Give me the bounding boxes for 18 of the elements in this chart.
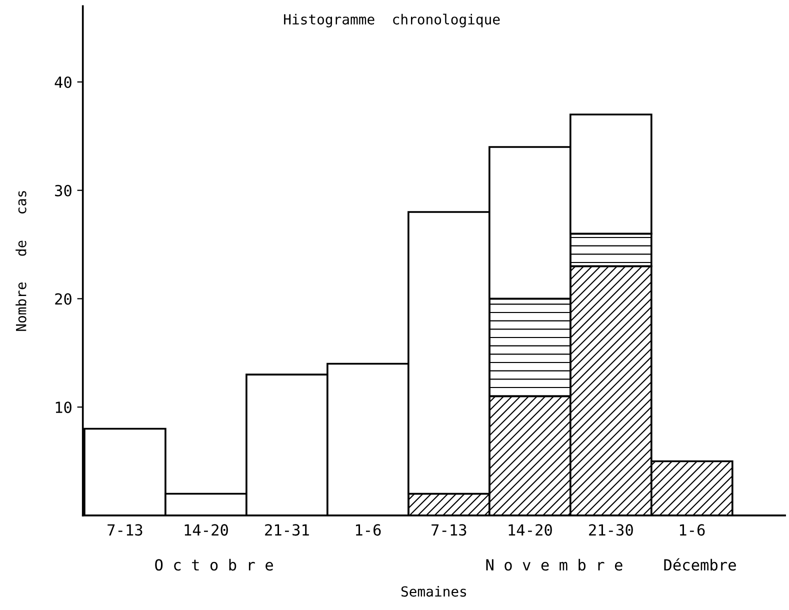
x-tick-label: 1-6 <box>680 524 705 536</box>
y-tick-label: 20 <box>55 293 72 305</box>
text: Décembre <box>664 558 736 571</box>
text: N o v e m b r e <box>486 558 622 571</box>
x-tick-label: 7-13 <box>432 524 466 536</box>
x-tick-label: 14-20 <box>184 524 228 536</box>
x-tick-label: 14-20 <box>508 524 552 536</box>
text: Histogramme chronologique <box>284 14 500 28</box>
x-tick-label: 21-31 <box>265 524 309 536</box>
y-tick-label: 40 <box>54 76 72 88</box>
y-tick-label: 30 <box>55 184 72 196</box>
y-axis-title: Nombre de cas <box>16 191 26 331</box>
text: O c t o b r e <box>155 558 273 571</box>
x-tick-label: 1-6 <box>356 524 381 536</box>
x-tick-label: 7-13 <box>108 524 142 536</box>
x-tick-label: 21-30 <box>589 524 633 536</box>
y-tick-label: 10 <box>56 402 72 414</box>
x-axis-title: Semaines <box>401 586 466 597</box>
